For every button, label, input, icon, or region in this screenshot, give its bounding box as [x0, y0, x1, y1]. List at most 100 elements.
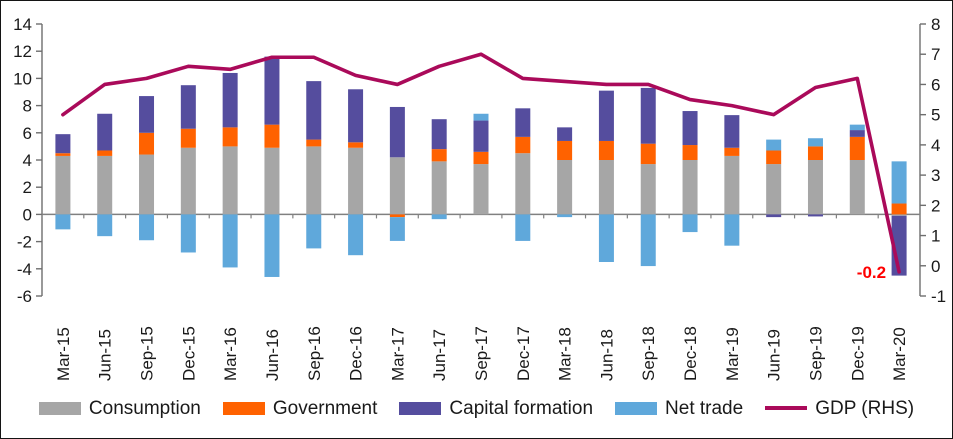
x-axis-label: Jun-16 — [263, 329, 282, 381]
legend-swatch-icon — [615, 401, 658, 415]
x-axis-label: Dec-18 — [681, 326, 700, 381]
bar-segment-consumption — [849, 160, 865, 215]
right-axis-tick-label: 3 — [931, 166, 940, 185]
right-axis-tick-label: 1 — [931, 227, 940, 246]
bar-segment-consumption — [306, 146, 322, 215]
bar-segment-consumption — [557, 160, 573, 215]
bar-segment-government — [431, 149, 447, 162]
bar-segment-net-trade — [264, 214, 280, 277]
right-axis-tick-label: -1 — [931, 287, 946, 306]
bar-segment-consumption — [264, 147, 280, 215]
bar-segment-consumption — [515, 153, 531, 215]
bar-segment-capital-formation — [473, 120, 489, 152]
bar-segment-government — [640, 143, 656, 165]
bar-segment-capital-formation — [515, 108, 531, 137]
bar-segment-net-trade — [348, 214, 364, 256]
bar-segment-capital-formation — [849, 130, 865, 137]
left-axis-tick-label: -2 — [17, 233, 32, 252]
legend-swatch-icon — [399, 401, 442, 415]
legend-label: Net trade — [665, 397, 744, 419]
bar-segment-net-trade — [306, 214, 322, 249]
legend-item-capital-formation: Capital formation — [399, 399, 593, 418]
bar-segment-government — [766, 150, 782, 165]
x-axis-label: Sep-18 — [639, 326, 658, 381]
left-axis-tick-label: 2 — [23, 178, 32, 197]
x-axis-label: Mar-17 — [388, 327, 407, 381]
left-axis-tick-label: 4 — [23, 151, 32, 170]
bar-segment-consumption — [180, 147, 196, 215]
bar-segment-government — [724, 147, 740, 156]
bar-segment-capital-formation — [389, 106, 405, 158]
x-axis-label: Jun-19 — [765, 329, 784, 381]
bar-segment-consumption — [348, 147, 364, 215]
bar-segment-capital-formation — [55, 134, 71, 154]
x-axis-label: Dec-17 — [514, 326, 533, 381]
bar-segment-government — [598, 140, 614, 160]
bar-segment-capital-formation — [222, 72, 238, 128]
bar-segment-consumption — [431, 161, 447, 215]
bar-segment-capital-formation — [598, 90, 614, 141]
bar-segment-net-trade — [55, 214, 71, 230]
bar-segment-net-trade — [807, 138, 823, 147]
legend-swatch-icon — [38, 401, 81, 415]
x-axis-label: Mar-18 — [556, 327, 575, 381]
bar-segment-government — [306, 139, 322, 147]
x-axis-label: Mar-20 — [890, 327, 909, 381]
bar-segment-consumption — [724, 155, 740, 215]
bar-segment-capital-formation — [807, 214, 823, 217]
left-axis-tick-label: 0 — [23, 205, 32, 224]
legend-label: Consumption — [88, 397, 201, 419]
right-axis-tick-label: 6 — [931, 75, 940, 94]
x-axis-label: Sep-17 — [472, 326, 491, 381]
bar-segment-consumption — [891, 214, 907, 216]
x-axis-label: Sep-19 — [806, 326, 825, 381]
x-axis-label: Dec-15 — [179, 326, 198, 381]
bar-segment-net-trade — [139, 214, 155, 241]
right-axis-tick-label: 0 — [931, 257, 940, 276]
x-axis-label: Mar-15 — [54, 327, 73, 381]
bar-segment-net-trade — [97, 214, 113, 237]
bar-segment-consumption — [97, 155, 113, 215]
legend-swatch-icon — [222, 401, 265, 415]
bar-segment-capital-formation — [139, 96, 155, 133]
bar-segment-consumption — [640, 164, 656, 215]
bar-segment-net-trade — [682, 214, 698, 233]
left-axis-tick-label: 14 — [13, 15, 32, 34]
bar-segment-capital-formation — [431, 119, 447, 150]
bar-segment-capital-formation — [348, 89, 364, 143]
bar-segment-government — [557, 140, 573, 160]
bar-segment-consumption — [807, 160, 823, 215]
bar-segment-capital-formation — [724, 115, 740, 148]
bar-segment-capital-formation — [180, 85, 196, 129]
x-axis-label: Mar-16 — [221, 327, 240, 381]
bar-segment-net-trade — [640, 214, 656, 267]
x-axis-label: Dec-19 — [848, 326, 867, 381]
gdp-line — [61, 52, 901, 274]
right-axis-tick-label: 2 — [931, 196, 940, 215]
legend-label: Government — [272, 397, 378, 419]
bar-segment-net-trade — [222, 214, 238, 268]
right-axis-tick-label: 5 — [931, 106, 940, 125]
bar-segment-government — [682, 145, 698, 160]
x-axis-label: Jun-15 — [96, 329, 115, 381]
bar-segment-government — [55, 153, 71, 156]
x-axis-label: Dec-16 — [347, 326, 366, 381]
bar-segment-net-trade — [515, 214, 531, 241]
bar-segment-consumption — [766, 164, 782, 215]
bar-segment-government — [515, 136, 531, 154]
bar-segment-consumption — [682, 160, 698, 215]
gdp-annotation-label: -0.2 — [857, 263, 886, 282]
legend-line-swatch-icon — [765, 406, 808, 410]
left-axis-tick-label: 8 — [23, 97, 32, 116]
x-axis-label: Jun-18 — [597, 329, 616, 381]
bar-segment-capital-formation — [306, 81, 322, 140]
bar-segment-consumption — [55, 155, 71, 215]
bar-segment-government — [97, 150, 113, 156]
bar-segment-government — [807, 146, 823, 160]
bar-segment-consumption — [389, 157, 405, 215]
bar-segment-consumption — [139, 154, 155, 215]
bar-segment-net-trade — [389, 217, 405, 241]
bar-segment-consumption — [598, 160, 614, 215]
